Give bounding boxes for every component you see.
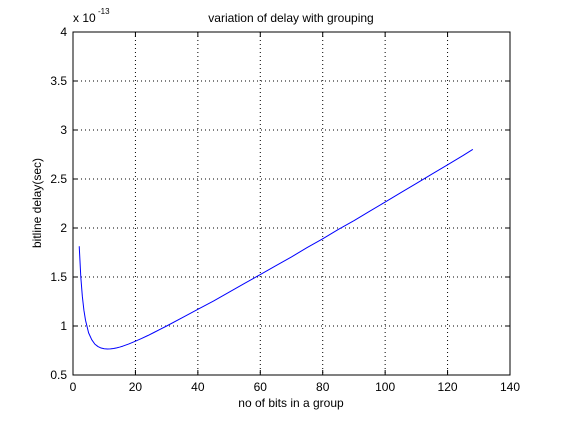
x-tick-label-40: 40	[191, 380, 205, 394]
y-multiplier: x 10 -13	[73, 7, 110, 25]
series-layer	[78, 149, 474, 350]
y-multiplier-base: x 10	[73, 11, 96, 25]
x-tick-label-120: 120	[438, 380, 458, 394]
y-tick-label-1-5: 1.5	[50, 270, 67, 284]
x-tick-label-100: 100	[375, 380, 395, 394]
x-tick-label-0: 0	[70, 380, 77, 394]
plot-area	[73, 32, 510, 375]
y-tick-label-0-5: 0.5	[50, 368, 67, 382]
x-tick-label-20: 20	[129, 380, 143, 394]
grid	[73, 32, 510, 375]
chart-title: variation of delay with grouping	[208, 11, 373, 25]
y-multiplier-exponent: -13	[98, 7, 110, 16]
y-tick-label-3: 3	[60, 123, 67, 137]
y-tick-label-1: 1	[60, 319, 67, 333]
y-tick-label-3-5: 3.5	[50, 74, 67, 88]
series-line-0	[78, 149, 474, 350]
y-tick-label-4: 4	[60, 25, 67, 39]
x-axis-label: no of bits in a group	[238, 396, 344, 410]
x-tick-label-140: 140	[500, 380, 520, 394]
tick-marks	[72, 31, 511, 376]
x-tick-labels: 0 20 40 60 80 100 120 140	[70, 380, 521, 394]
x-tick-label-80: 80	[316, 380, 330, 394]
y-tick-label-2: 2	[60, 221, 67, 235]
x-tick-label-60: 60	[254, 380, 268, 394]
plot-frame	[72, 31, 511, 376]
y-tick-label-2-5: 2.5	[50, 172, 67, 186]
y-axis-label: bitline delay(sec)	[30, 158, 44, 248]
y-tick-labels: 0.5 1 1.5 2 2.5 3 3.5 4	[50, 25, 67, 382]
